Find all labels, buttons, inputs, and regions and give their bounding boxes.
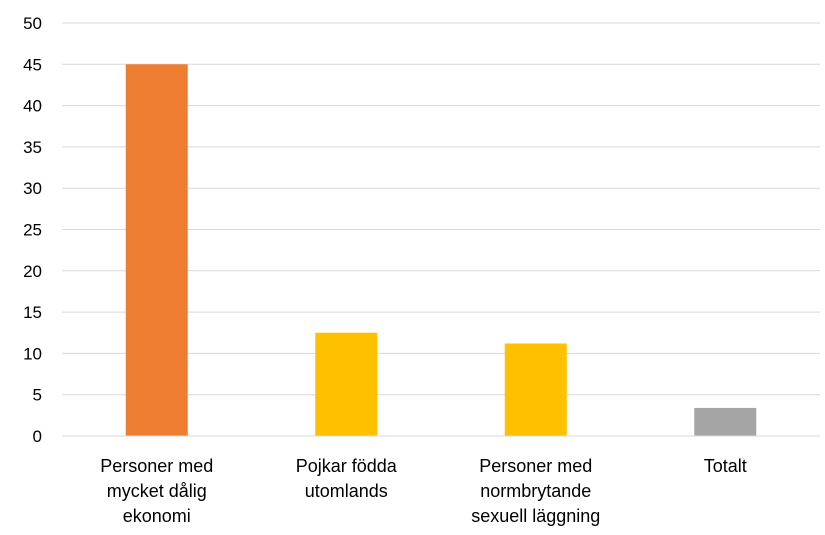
y-axis-tick-labels: 0 5 10 15 20 25 30 35 40 45 50 <box>23 14 42 446</box>
y-tick-label: 20 <box>23 262 42 281</box>
y-tick-label: 50 <box>23 14 42 33</box>
y-tick-label: 25 <box>23 221 42 240</box>
y-tick-label: 35 <box>23 138 42 157</box>
y-tick-label: 45 <box>23 55 42 74</box>
y-tick-label: 40 <box>23 97 42 116</box>
bar <box>315 332 378 436</box>
y-tick-label: 0 <box>33 427 42 446</box>
y-tick-label: 5 <box>33 386 42 405</box>
y-tick-label: 10 <box>23 344 42 363</box>
x-category-label: Personer med normbrytande sexuell läggning <box>471 456 600 526</box>
gridlines <box>62 22 820 396</box>
y-tick-label: 30 <box>23 179 42 198</box>
x-category-label: Totalt <box>704 456 747 476</box>
x-category-label: Pojkar födda utomlands <box>296 456 398 501</box>
x-category-label: Personer med mycket dålig ekonomi <box>100 456 213 526</box>
y-tick-label: 15 <box>23 303 42 322</box>
x-axis-category-labels: Personer med mycket dålig ekonomi Pojkar fö… <box>100 456 747 526</box>
bar <box>125 64 188 437</box>
bars <box>125 64 757 437</box>
bar <box>504 343 567 436</box>
bar <box>694 407 757 436</box>
